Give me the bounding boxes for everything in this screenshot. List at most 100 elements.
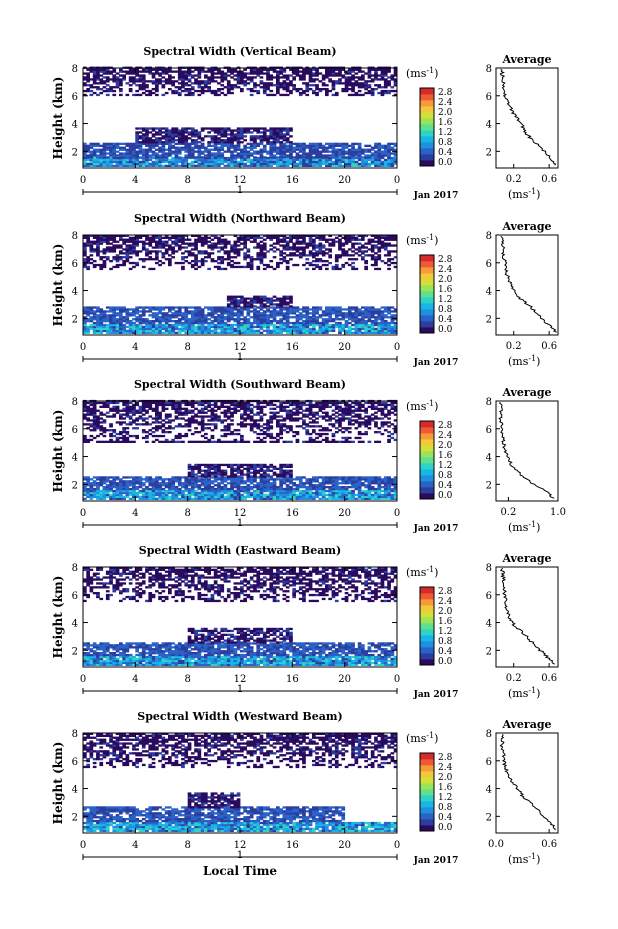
heatmap-cell [213,91,218,95]
heatmap-cell [269,303,274,306]
heatmap-cell [86,318,90,321]
heatmap-cell [295,321,300,325]
heatmap-cell [105,68,110,71]
heatmap-cell [171,234,175,237]
heatmap-cell [155,158,159,162]
heatmap-cell [351,238,355,241]
heatmap-cell [99,323,104,327]
heatmap-cell [161,137,166,140]
colorbar-tick-label: 1.2 [438,295,452,305]
heatmap-cell [190,323,195,327]
heatmap-cell [230,308,234,311]
heatmap-cell [249,139,254,142]
heatmap-cell [315,78,319,81]
heatmap-cell [383,329,388,332]
heatmap-cell [334,164,339,167]
heatmap-cell [194,78,198,81]
heatmap-cell [119,84,123,87]
colorbar-segment [420,94,434,101]
heatmap-cell [141,314,146,317]
heatmap-cell [204,146,208,149]
heatmap-cell [269,164,274,167]
heatmap-cell [217,141,221,144]
heatmap-cell [187,74,192,77]
heatmap-cell [190,234,195,237]
heatmap-cell [370,254,375,257]
heatmap-cell [318,258,323,261]
heatmap-cell [177,139,182,142]
heatmap-cell [246,310,251,313]
heatmap-cell [302,89,306,93]
heatmap-cell [181,133,185,136]
heatmap-cell [370,316,375,319]
heatmap-cell [246,301,251,304]
heatmap-cell [334,497,339,500]
heatmap-cell [187,306,192,309]
heatmap-cell [289,146,293,149]
heatmap-cell [289,246,293,249]
x-tick-label: 0 [80,342,86,353]
heatmap-cell [217,493,221,497]
heatmap-cell [217,323,221,327]
heatmap-cell [370,321,375,325]
heatmap-cell [148,146,153,149]
colorbar-segment [420,255,434,262]
heatmap-cell [305,242,310,245]
heatmap-cell [184,129,189,132]
heatmap-cell [187,312,192,315]
heatmap-cell [328,242,332,245]
heatmap-cell [112,318,117,321]
heatmap-cell [334,162,339,165]
heatmap-cell [243,150,247,153]
heatmap-cell [246,261,251,265]
heatmap-cell [240,148,244,151]
heatmap-cell [184,82,189,85]
heatmap-cell [240,234,244,237]
heatmap-cell [174,152,179,155]
heatmap-cell [89,258,94,261]
heatmap-cell [390,236,395,239]
heatmap-cell [102,260,107,263]
heatmap-cell [256,318,261,321]
heatmap-cell [357,234,362,237]
heatmap-cell [148,331,153,334]
heatmap-cell [109,308,113,311]
heatmap-cell [298,312,303,315]
heatmap-cell [115,308,120,311]
heatmap-cell [240,141,244,144]
heatmap-cell [351,146,355,149]
heatmap-cell [285,141,290,144]
heatmap-cell [295,331,300,334]
heatmap-cell [249,164,254,167]
heatmap-cell [328,318,332,321]
heatmap-cell [233,493,238,497]
heatmap-cell [272,148,277,151]
heatmap-cell [354,164,359,167]
heatmap-cell [240,331,244,334]
heatmap-cell [171,80,175,83]
heatmap-cell [138,135,143,138]
heatmap-cell [282,150,287,153]
heatmap-cell [187,154,192,157]
heatmap-cell [233,154,238,157]
heatmap-cell [187,495,192,498]
heatmap-cell [328,323,332,327]
heatmap-cell [141,310,146,313]
heatmap-cell [266,310,270,313]
heatmap-cell [171,489,175,493]
heatmap-cell [112,246,117,249]
heatmap-cell [135,133,139,136]
heatmap-cell [312,162,316,165]
heatmap-cell [338,148,342,151]
heatmap-cell [243,238,247,241]
heatmap-cell [184,139,189,142]
heatmap-cell [220,135,225,138]
heatmap-cell [338,240,342,243]
avg-x-axis-label: (ms-1) [508,187,540,201]
heatmap-cell [289,80,293,83]
heatmap-cell [207,252,211,255]
heatmap-cell [102,68,107,71]
heatmap-cell [374,152,378,155]
heatmap-cell [187,254,192,257]
heatmap-cell [269,129,274,132]
